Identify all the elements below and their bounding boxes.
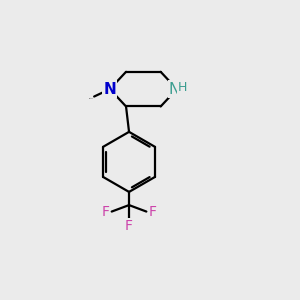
Text: F: F — [125, 219, 133, 233]
Text: F: F — [101, 205, 109, 219]
Text: N: N — [169, 82, 180, 97]
Text: methyl: methyl — [88, 98, 93, 100]
Text: F: F — [149, 205, 157, 219]
Text: N: N — [103, 82, 116, 97]
Text: H: H — [178, 81, 188, 94]
